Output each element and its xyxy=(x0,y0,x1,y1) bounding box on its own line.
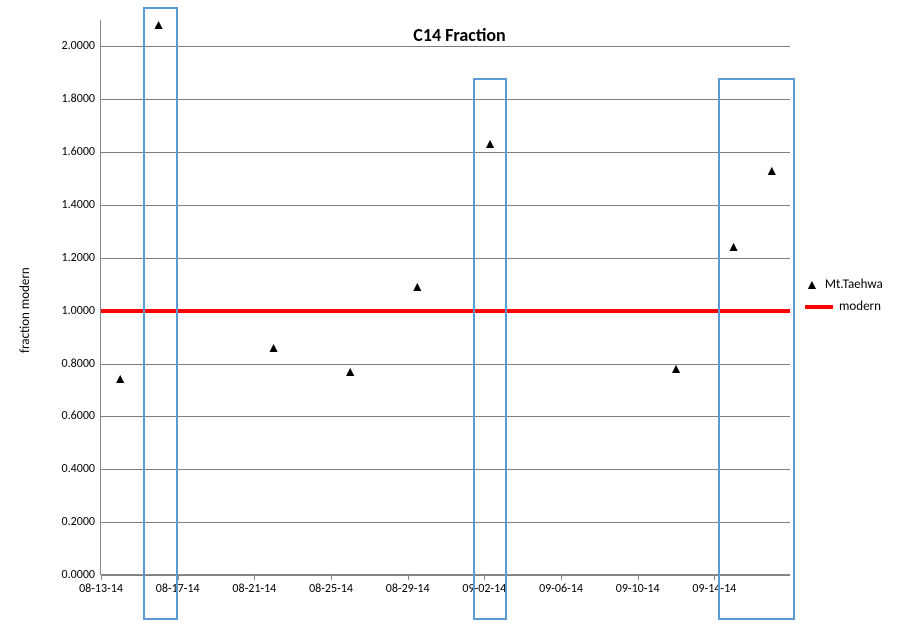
y-tick-label: 0.2000 xyxy=(62,515,101,529)
data-point: ▲ xyxy=(669,362,683,376)
gridline xyxy=(101,205,790,206)
legend-item: ▲ Mt.Taehwa xyxy=(805,276,883,293)
gridline xyxy=(101,416,790,417)
legend-label: modern xyxy=(839,299,881,314)
plot-area: 0.00000.20000.40000.60000.80001.00001.20… xyxy=(100,20,790,575)
x-tick-label: 08-29-14 xyxy=(386,574,430,596)
x-tick-label: 08-21-14 xyxy=(232,574,276,596)
x-tick-label: 09-10-14 xyxy=(616,574,660,596)
gridline xyxy=(101,469,790,470)
legend-item: modern xyxy=(805,299,883,314)
y-tick-label: 1.0000 xyxy=(62,304,101,318)
y-tick-label: 0.4000 xyxy=(62,462,101,476)
y-tick-label: 0.8000 xyxy=(62,357,101,371)
gridline xyxy=(101,522,790,523)
data-point: ▲ xyxy=(267,341,281,355)
y-tick-label: 1.6000 xyxy=(62,145,101,159)
highlight-box xyxy=(473,78,508,620)
triangle-icon: ▲ xyxy=(805,276,819,293)
legend-label: Mt.Taehwa xyxy=(825,277,883,292)
y-tick-label: 1.4000 xyxy=(62,198,101,212)
gridline xyxy=(101,152,790,153)
y-tick-label: 0.6000 xyxy=(62,409,101,423)
gridline xyxy=(101,46,790,47)
x-tick-label: 09-06-14 xyxy=(539,574,583,596)
gridline xyxy=(101,258,790,259)
legend: ▲ Mt.Taehwa modern xyxy=(805,270,883,320)
highlight-box xyxy=(718,78,795,620)
modern-reference-line xyxy=(101,309,790,313)
y-axis-label: fraction modern xyxy=(18,267,33,353)
x-tick-label: 08-25-14 xyxy=(309,574,353,596)
line-icon xyxy=(805,305,833,309)
y-tick-label: 2.0000 xyxy=(62,39,101,53)
y-tick-label: 1.2000 xyxy=(62,251,101,265)
y-tick-label: 1.8000 xyxy=(62,92,101,106)
gridline xyxy=(101,99,790,100)
gridline xyxy=(101,364,790,365)
x-tick-label: 08-13-14 xyxy=(79,574,123,596)
data-point: ▲ xyxy=(343,365,357,379)
highlight-box xyxy=(143,7,178,620)
c14-fraction-chart: C14 Fraction fraction modern 0.00000.200… xyxy=(0,0,919,637)
gridline xyxy=(101,575,790,576)
data-point: ▲ xyxy=(113,372,127,386)
data-point: ▲ xyxy=(410,280,424,294)
